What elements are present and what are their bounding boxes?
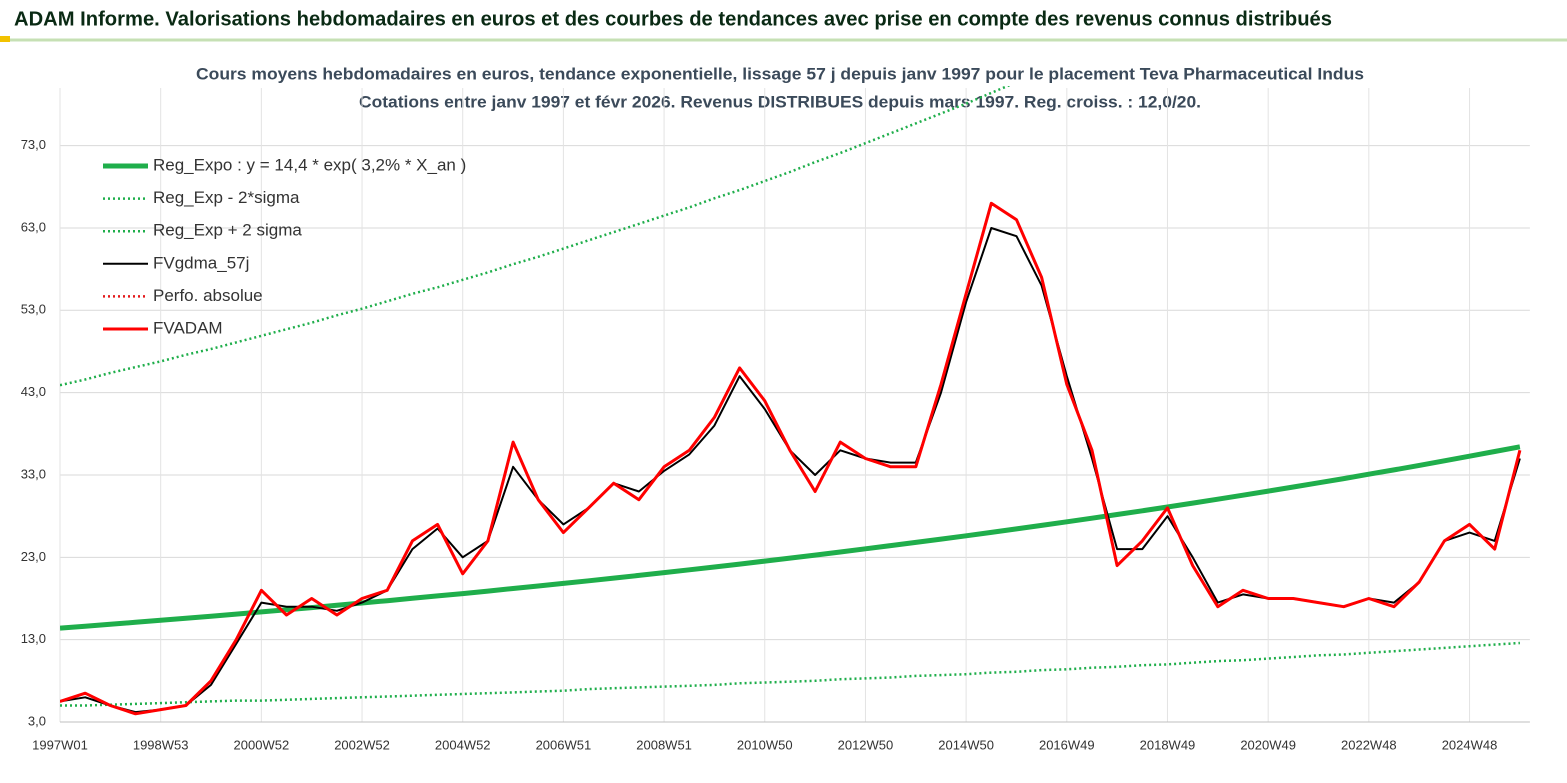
header-title: ADAM Informe. Valorisations hebdomadaire… <box>14 8 1332 30</box>
x-tick-label: 2018W49 <box>1140 737 1196 752</box>
x-tick-label: 2006W51 <box>536 737 592 752</box>
y-tick-label: 3,0 <box>28 713 46 728</box>
header-accent <box>0 36 10 42</box>
x-tick-label: 2010W50 <box>737 737 793 752</box>
legend: Reg_Expo : y = 14,4 * exp( 3,2% * X_an )… <box>103 155 466 337</box>
x-tick-label: 2008W51 <box>636 737 692 752</box>
x-tick-label: 2002W52 <box>334 737 390 752</box>
legend-label: Perfo. absolue <box>153 286 263 305</box>
y-tick-label: 23,0 <box>21 549 46 564</box>
chart-title: Cours moyens hebdomadaires en euros, ten… <box>196 64 1364 83</box>
x-tick-label: 1997W01 <box>32 737 88 752</box>
legend-label: Reg_Exp + 2 sigma <box>153 221 302 240</box>
legend-label: FVADAM <box>153 318 223 337</box>
y-tick-label: 43,0 <box>21 384 46 399</box>
plot-area <box>60 86 1522 716</box>
chart-subtitle: Cotations entre janv 1997 et févr 2026. … <box>359 92 1201 111</box>
legend-label: FVgdma_57j <box>153 253 249 272</box>
y-tick-label: 53,0 <box>21 302 46 317</box>
x-tick-label: 2022W48 <box>1341 737 1397 752</box>
x-tick-label: 2012W50 <box>838 737 894 752</box>
series-line <box>60 86 1011 387</box>
legend-label: Reg_Exp - 2*sigma <box>153 188 300 207</box>
x-tick-label: 2004W52 <box>435 737 491 752</box>
legend-label: Reg_Expo : y = 14,4 * exp( 3,2% * X_an ) <box>153 155 466 174</box>
y-tick-label: 13,0 <box>21 631 46 646</box>
x-tick-label: 2014W50 <box>938 737 994 752</box>
x-tick-label: 2016W49 <box>1039 737 1095 752</box>
x-tick-label: 2024W48 <box>1442 737 1498 752</box>
x-tick-label: 2020W49 <box>1240 737 1296 752</box>
x-tick-label: 2000W52 <box>234 737 290 752</box>
series-line <box>60 444 1521 631</box>
x-tick-label: 1998W53 <box>133 737 189 752</box>
series-line <box>60 641 1520 707</box>
series-line <box>60 201 1522 716</box>
grid: 3,0 13,0 23,0 33,0 43,0 53,0 63,0 73,0 1997W01 19… <box>21 88 1530 752</box>
y-tick-label: 63,0 <box>21 219 46 234</box>
y-tick-label: 33,0 <box>21 466 46 481</box>
y-tick-label: 73,0 <box>21 137 46 152</box>
